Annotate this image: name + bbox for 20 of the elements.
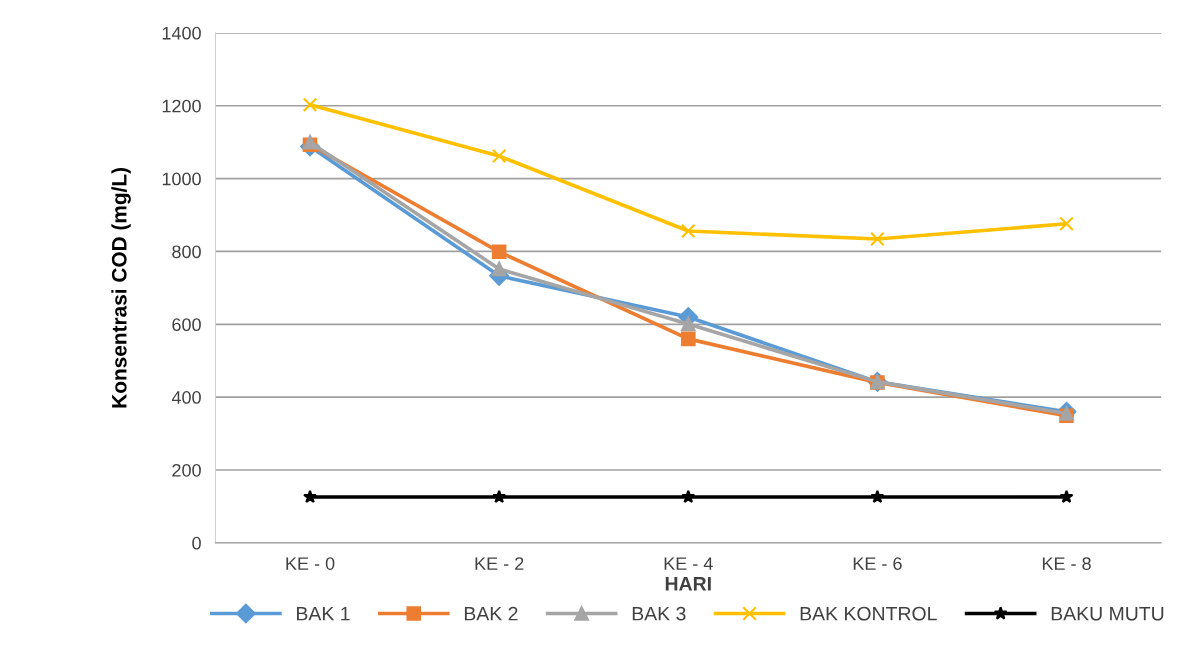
x-tick-label: KE - 8 [1042,557,1091,570]
x-tick-label: KE - 2 [475,557,524,570]
x-axis-title: HARI [665,577,711,591]
legend-label: BAK 2 [464,606,518,621]
x-tick-label: KE - 0 [286,557,335,570]
legend-label: BAK 3 [632,606,686,621]
y-tick-label: 0 [192,536,201,550]
x-tick-label: KE - 6 [853,557,902,570]
y-tick-label: 800 [172,245,201,259]
y-tick-label: 1200 [162,99,201,113]
y-tick-label: 1000 [162,172,201,186]
y-tick-label: 400 [171,391,201,404]
y-tick-label: 600 [172,318,201,332]
y-axis-title: Konsentrasi COD (mg/L) [111,167,131,408]
legend-label: BAK 1 [297,606,350,621]
x-tick-label: KE - 4 [664,557,713,570]
y-tick-label: 1400 [162,26,201,40]
legend-label: BAK KONTROL [800,606,937,621]
legend-label: BAKU MUTU [1051,606,1164,621]
y-tick-label: 200 [172,463,201,477]
